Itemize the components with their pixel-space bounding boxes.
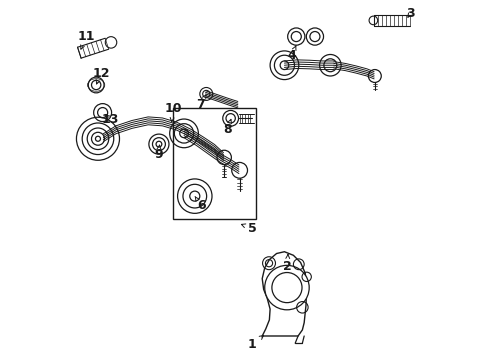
Text: 8: 8 [223,119,231,136]
Text: 1: 1 [248,336,264,351]
Text: 5: 5 [242,222,257,235]
Text: 6: 6 [195,197,206,212]
Circle shape [272,273,302,303]
Polygon shape [262,252,307,336]
Text: 10: 10 [165,102,182,122]
Text: 7: 7 [196,95,206,111]
Text: 13: 13 [102,113,119,126]
Text: 2: 2 [283,255,292,273]
Text: 4: 4 [287,46,296,62]
Text: 3: 3 [406,7,415,20]
Text: 11: 11 [78,30,95,49]
Circle shape [265,265,309,310]
Bar [173,108,256,220]
Text: 12: 12 [92,67,110,84]
Text: 9: 9 [154,145,163,161]
